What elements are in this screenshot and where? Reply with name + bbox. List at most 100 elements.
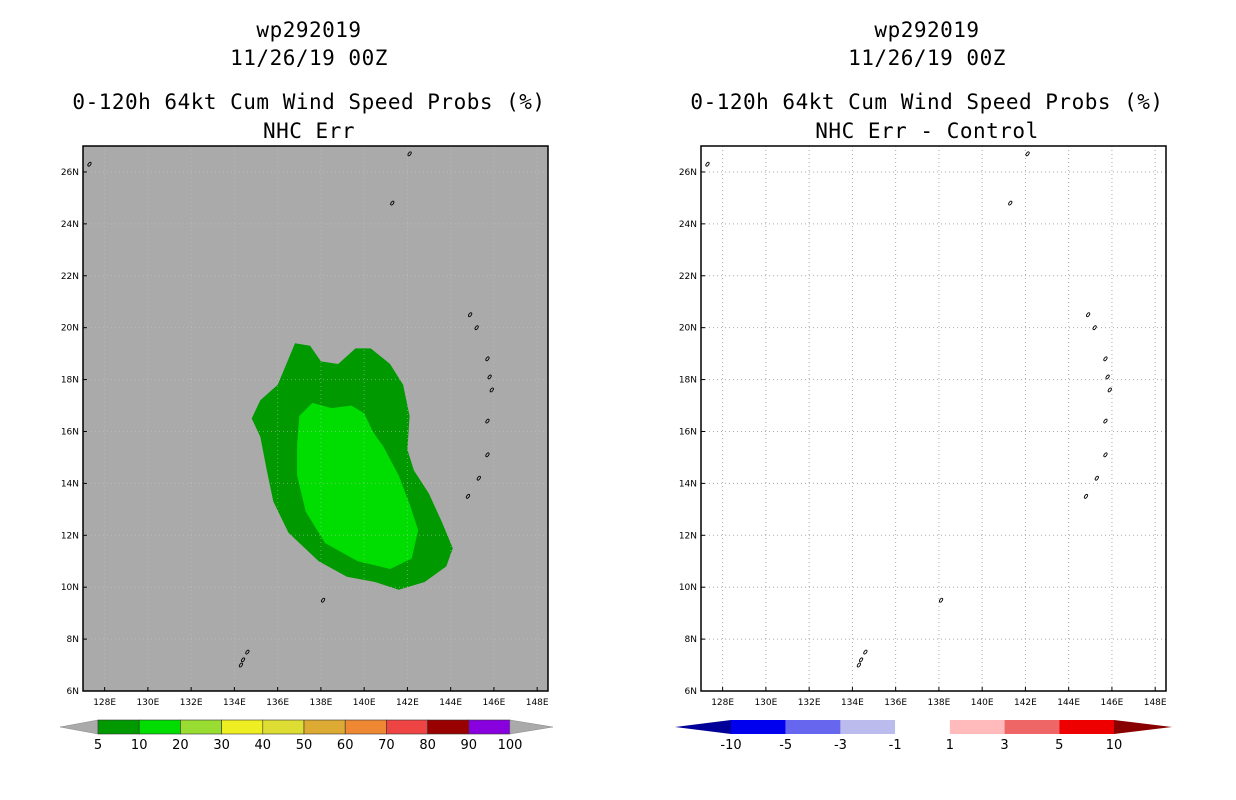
right-xtick-label-136E: 136E [884, 698, 907, 708]
right-colorbar-segment-5 [1004, 720, 1060, 734]
right-island-9 [1103, 452, 1108, 458]
right-xtick-label-128E: 128E [711, 698, 734, 708]
left-colorbar-segment-7 [386, 719, 428, 735]
right-ytick-label-12N: 12N [679, 531, 697, 541]
right-xtick-label-132E: 132E [798, 698, 821, 708]
left-colorbar-segment-1 [138, 719, 181, 735]
left-map: 128E 130E 132E 134E 136E 138E 140E 142E 144E 146E… [59, 145, 554, 753]
right-xtick-label-140E: 140E [971, 698, 994, 708]
right-ytick-label-24N: 24N [679, 220, 697, 230]
right-island-2 [1008, 200, 1013, 206]
right-ytick-label-16N: 16N [679, 427, 697, 437]
left-colorbar-label-5: 5 [94, 738, 102, 753]
right-ytick-label-18N: 18N [679, 376, 697, 386]
left-island-8 [485, 418, 490, 424]
left-colorbar-label-10: 10 [131, 738, 148, 753]
right-island-11 [1083, 493, 1089, 499]
right-colorbar-label-1: 1 [946, 738, 954, 753]
left-island-11 [465, 493, 471, 499]
left-colorbar-label-90: 90 [461, 738, 478, 753]
left-colorbar-label-80: 80 [419, 738, 436, 753]
right-colorbar-segment-3 [895, 720, 950, 734]
left-storm-id: wp292019 [256, 18, 362, 42]
left-ytick-label-12N: 12N [61, 531, 79, 541]
right-storm-id: wp292019 [874, 18, 980, 42]
right-ytick-label-10N: 10N [679, 583, 697, 593]
left-colorbar-over-arrow [509, 719, 554, 735]
left-ytick-label-10N: 10N [61, 583, 79, 593]
right-colorbar-segment-0 [731, 720, 786, 734]
left-colorbar-segment-0 [97, 719, 140, 735]
right-island-3 [1086, 312, 1091, 318]
right-colorbar-segment-2 [840, 720, 896, 734]
right-colorbar-label--1: -1 [889, 738, 902, 753]
right-colorbar-label--10: -10 [720, 738, 741, 753]
left-colorbar-label-30: 30 [213, 738, 230, 753]
right-island-14 [858, 657, 864, 663]
left-chart-panel: wp292019 11/26/19 00Z 0-120h 64kt Cum Wi… [59, 18, 554, 753]
right-ytick-label-14N: 14N [679, 479, 697, 489]
left-xtick-label-140E: 140E [353, 698, 376, 708]
right-island-4 [1092, 325, 1097, 331]
left-subtitle: NHC Err [262, 119, 355, 143]
right-xtick-label-134E: 134E [841, 698, 864, 708]
right-xtick-label-146E: 146E [1100, 698, 1123, 708]
right-map: 128E 130E 132E 134E 136E 138E 140E 142E 144E 146E… [675, 145, 1172, 753]
left-colorbar-label-40: 40 [255, 738, 272, 753]
left-island-9 [485, 452, 490, 458]
right-xtick-label-142E: 142E [1014, 698, 1037, 708]
left-xtick-label-144E: 144E [439, 698, 462, 708]
right-island-1 [1025, 151, 1030, 157]
left-island-13 [245, 649, 250, 655]
left-colorbar-label-20: 20 [172, 738, 189, 753]
right-island-5 [1103, 356, 1108, 362]
left-colorbar-segment-2 [180, 719, 222, 735]
left-island-5 [485, 356, 490, 362]
left-island-0 [87, 161, 92, 167]
left-colorbar-label-60: 60 [337, 738, 354, 753]
right-xtick-label-148E: 148E [1144, 698, 1167, 708]
right-colorbar-label-10: 10 [1106, 738, 1123, 753]
left-xtick-label-136E: 136E [266, 698, 289, 708]
left-island-3 [468, 312, 473, 318]
left-island-4 [474, 325, 479, 331]
right-colorbar-label-5: 5 [1055, 738, 1063, 753]
right-xtick-label-144E: 144E [1057, 698, 1080, 708]
left-ytick-label-24N: 24N [61, 220, 79, 230]
right-subtitle: NHC Err - Control [815, 119, 1039, 143]
right-title: 0-120h 64kt Cum Wind Speed Probs (%) [690, 90, 1164, 114]
left-ytick-label-14N: 14N [61, 479, 79, 489]
left-ytick-label-6N: 6N [67, 687, 79, 697]
left-island-15 [238, 662, 243, 668]
left-map-frame [82, 145, 549, 692]
right-date: 11/26/19 00Z [848, 46, 1006, 70]
right-island-8 [1103, 418, 1108, 424]
right-island-0 [705, 161, 710, 167]
right-ytick-label-26N: 26N [679, 168, 697, 178]
left-xtick-label-132E: 132E [180, 698, 203, 708]
right-ytick-label-20N: 20N [679, 324, 697, 334]
right-ytick-label-6N: 6N [685, 687, 697, 697]
left-island-2 [390, 200, 395, 206]
left-contour-10-20 [297, 402, 419, 569]
left-colorbar-segment-8 [427, 719, 470, 735]
left-xtick-label-128E: 128E [93, 698, 116, 708]
left-xtick-label-146E: 146E [482, 698, 505, 708]
left-colorbar-segment-9 [468, 719, 511, 735]
left-title: 0-120h 64kt Cum Wind Speed Probs (%) [72, 90, 546, 114]
right-island-7 [1107, 387, 1112, 393]
left-colorbar-segment-3 [221, 719, 264, 735]
right-island-6 [1105, 374, 1110, 380]
right-xtick-label-138E: 138E [927, 698, 950, 708]
left-island-6 [487, 374, 492, 380]
left-xtick-label-134E: 134E [223, 698, 246, 708]
right-colorbar-label-3: 3 [1000, 738, 1008, 753]
left-colorbar-label-50: 50 [296, 738, 313, 753]
right-ytick-label-22N: 22N [679, 272, 697, 282]
right-colorbar-over-arrow [1114, 720, 1172, 734]
right-chart-panel: wp292019 11/26/19 00Z 0-120h 64kt Cum Wi… [618, 0, 1236, 800]
left-ytick-label-8N: 8N [67, 635, 79, 645]
left-colorbar-segment-5 [303, 719, 346, 735]
right-colorbar-label--5: -5 [779, 738, 792, 753]
right-colorbar-segment-4 [949, 720, 1005, 734]
